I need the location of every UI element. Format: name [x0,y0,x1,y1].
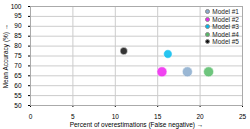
svg-text:5: 5 [71,113,75,120]
svg-text:100: 100 [11,3,22,10]
svg-text:70: 70 [14,62,22,69]
svg-text:20: 20 [196,113,204,120]
html-text:Model #1: Model #1 [212,8,239,15]
svg-text:75: 75 [14,52,22,59]
svg-text:90: 90 [14,22,22,29]
svg-text:0: 0 [29,113,33,120]
svg-text:Percent of overestimations (Fa: Percent of overestimations (False negati… [70,121,204,129]
svg-text:65: 65 [14,72,22,79]
svg-text:Mean Accuracy (%) →: Mean Accuracy (%) → [2,24,10,89]
svg-text:15: 15 [154,113,162,120]
html-text:Model #3: Model #3 [212,23,239,30]
svg-text:85: 85 [14,32,22,39]
svg-text:95: 95 [14,12,22,19]
svg-text:80: 80 [14,42,22,49]
svg-text:55: 55 [14,92,22,99]
svg-text:50: 50 [14,102,22,109]
svg-text:60: 60 [14,82,22,89]
html-text:Model #5: Model #5 [212,38,239,45]
svg-text:25: 25 [239,113,247,120]
html-text:Model #4: Model #4 [212,30,239,38]
svg-text:10: 10 [112,113,120,120]
html-text:Model #2: Model #2 [212,15,239,23]
